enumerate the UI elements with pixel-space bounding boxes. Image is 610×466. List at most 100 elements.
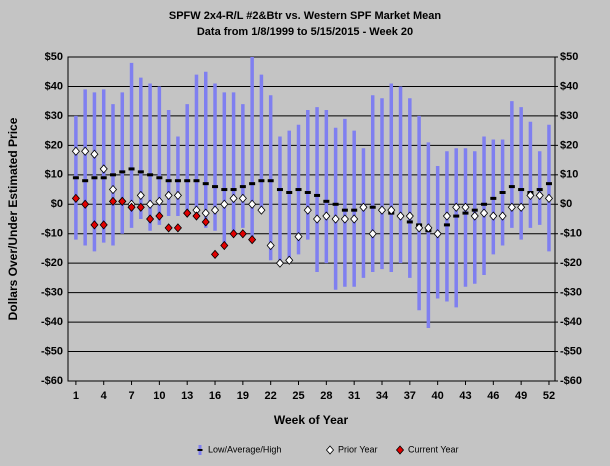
prior-year-point (108, 184, 118, 195)
mean-mark (91, 176, 98, 180)
current-year-point (201, 217, 210, 227)
legend-swatch (197, 449, 203, 451)
mean-mark (239, 185, 246, 189)
legend-swatch (325, 445, 335, 455)
mean-mark (202, 182, 209, 186)
current-year-point (220, 240, 229, 251)
prior-year-point (173, 190, 182, 201)
prior-year-point (257, 205, 266, 215)
y2-tick-label: $0 (560, 198, 572, 210)
prior-year-point (526, 190, 535, 201)
plot-frame (67, 56, 556, 382)
mean-mark (286, 190, 293, 194)
current-year-point (155, 211, 164, 221)
y2-tick-label: -$30 (560, 287, 582, 299)
y2-tick-label: $10 (560, 169, 578, 181)
prior-year-point (415, 223, 424, 233)
mean-mark (230, 188, 237, 192)
x-tick-label: 19 (237, 390, 249, 402)
y-tick-label: $20 (45, 139, 63, 151)
x-tick-label: 25 (292, 390, 304, 402)
mean-mark (165, 179, 172, 183)
mean-mark (137, 170, 144, 174)
prior-year-point (313, 214, 322, 224)
prior-year-point (155, 196, 164, 206)
current-year-point (90, 220, 99, 230)
current-year-point (210, 249, 220, 259)
mean-mark (453, 214, 460, 218)
prior-year-point (294, 232, 303, 242)
prior-year-point (359, 202, 368, 212)
x-tick-label: 46 (487, 390, 499, 402)
prior-year-point (340, 214, 349, 224)
x-tick-label: 31 (348, 390, 360, 402)
mean-mark (341, 208, 348, 212)
prior-year-point (480, 208, 489, 218)
mean-mark (295, 188, 302, 192)
y2-tick-label: $30 (560, 110, 578, 122)
current-year-point (183, 208, 192, 218)
current-year-point (118, 196, 127, 206)
prior-year-point (285, 255, 294, 265)
prior-year-point (405, 211, 414, 221)
prior-year-point (350, 214, 359, 224)
y2-tick-label: $20 (560, 139, 578, 151)
mean-mark (545, 182, 552, 186)
y-tick-label: -$40 (41, 316, 63, 328)
prior-year-point (498, 211, 507, 221)
mean-mark (249, 182, 256, 186)
prior-year-point (238, 193, 247, 203)
prior-year-point (71, 146, 80, 156)
x-tick-label: 28 (320, 390, 332, 402)
mean-mark (174, 179, 181, 183)
mean-mark (369, 205, 376, 209)
mean-mark (221, 188, 228, 192)
x-tick-label: 10 (153, 390, 165, 402)
mean-mark (72, 176, 79, 180)
x-tick-label: 43 (459, 390, 471, 402)
prior-year-point (201, 208, 210, 218)
legend-label: Current Year (408, 444, 459, 454)
current-year-point (164, 223, 173, 233)
y-tick-label: $40 (45, 80, 63, 92)
y-tick-label: -$60 (41, 375, 63, 387)
x-tick-label: 13 (181, 390, 193, 402)
mean-mark (82, 179, 89, 183)
mean-mark (323, 199, 330, 203)
legend-label: Low/Average/High (208, 444, 281, 454)
mean-mark (406, 220, 413, 224)
prior-year-point (507, 202, 516, 212)
x-tick-label: 40 (432, 390, 444, 402)
mean-mark (109, 173, 116, 177)
prior-year-point (470, 211, 479, 221)
mean-mark (156, 176, 163, 180)
x-tick-label: 37 (404, 390, 416, 402)
prior-year-point (442, 211, 451, 221)
mean-mark (267, 179, 274, 183)
prior-year-point (81, 146, 90, 156)
prior-year-point (303, 205, 312, 215)
mean-mark (471, 208, 478, 212)
prior-year-point (461, 202, 470, 212)
prior-year-point (368, 229, 377, 239)
y2-tick-label: -$10 (560, 228, 582, 240)
mean-mark (184, 179, 191, 183)
prior-year-point (377, 205, 387, 215)
y-tick-label: -$10 (41, 228, 63, 240)
current-year-point (192, 211, 201, 221)
prior-year-point (229, 193, 238, 203)
prior-year-point (424, 223, 433, 233)
prior-year-point (396, 211, 405, 221)
legend-swatch (395, 445, 405, 455)
current-year-point (248, 235, 257, 245)
mean-mark (351, 208, 358, 212)
mean-mark (276, 188, 283, 192)
current-year-point (229, 229, 238, 239)
current-year-point (173, 223, 182, 233)
x-tick-label: 22 (265, 390, 277, 402)
mean-mark (462, 211, 469, 215)
x-tick-label: 4 (101, 390, 108, 402)
mean-mark (499, 190, 506, 194)
prior-year-point (266, 240, 275, 251)
